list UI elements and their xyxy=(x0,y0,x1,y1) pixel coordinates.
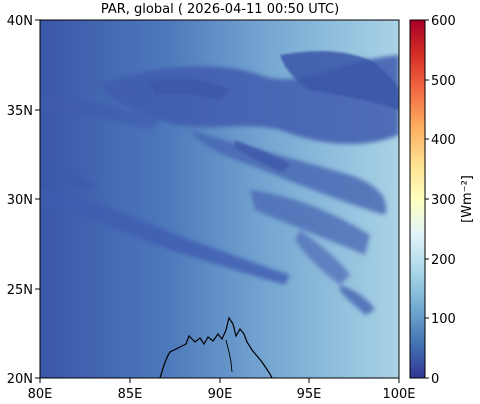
colorbar-tick-label: 300 xyxy=(431,193,456,208)
x-tick-label: 80E xyxy=(28,387,53,402)
y-tick-label: 30N xyxy=(7,193,33,208)
cloud-cores xyxy=(150,51,399,172)
colorbar-tick-label: 200 xyxy=(431,253,456,268)
colorbar-tick-label: 0 xyxy=(431,372,439,387)
colorbar-tick-label: 600 xyxy=(431,14,456,29)
colorbar-tick-label: 100 xyxy=(431,312,456,327)
colorbar: 600 500 400 300 200 100 0 [Wm⁻²] xyxy=(409,14,475,387)
colorbar-unit-label: [Wm⁻²] xyxy=(460,175,475,223)
coastline-inner xyxy=(225,339,233,373)
colorbar-tick-label: 400 xyxy=(431,133,456,148)
y-tick-label: 40N xyxy=(7,14,33,29)
colorbar-tick-label: 500 xyxy=(431,74,456,89)
y-tick-label: 25N xyxy=(7,283,33,298)
coastline xyxy=(159,316,273,378)
map-title: PAR, global ( 2026-04-11 00:50 UTC) xyxy=(100,2,340,17)
x-tick-label: 100E xyxy=(382,387,415,402)
y-tick-label: 35N xyxy=(7,104,33,119)
map-raster xyxy=(40,20,399,378)
y-tick-label: 20N xyxy=(7,372,33,387)
x-tick-label: 95E xyxy=(297,387,322,402)
y-axis: 40N 35N 30N 25N 20N xyxy=(7,14,40,387)
colorbar-gradient xyxy=(409,19,426,379)
x-tick-label: 90E xyxy=(208,387,233,402)
x-axis: 80E 85E 90E 95E 100E xyxy=(28,378,416,402)
x-tick-label: 85E xyxy=(118,387,143,402)
